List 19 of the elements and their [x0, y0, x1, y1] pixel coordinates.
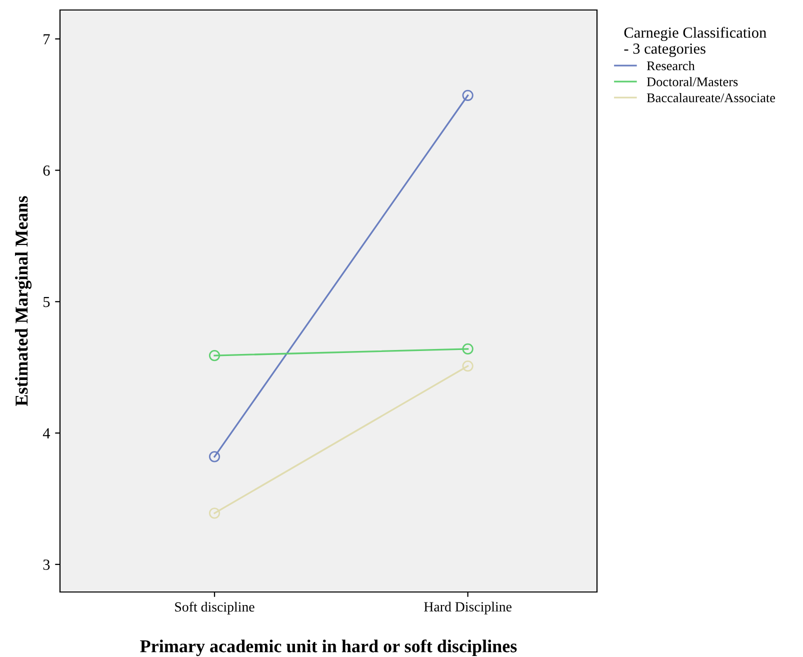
y-tick-label: 7 — [44, 34, 50, 44]
point — [462, 360, 474, 372]
legend-label: Baccalaureate/Associate — [646, 92, 776, 102]
x-tick-label: Soft discipline — [175, 602, 254, 614]
y-axis-title: Estimated Marginal Means — [15, 196, 32, 406]
y-tick-label: 6 — [43, 165, 50, 176]
legend-label: Research — [646, 60, 695, 70]
legend-title: Carnegie Classification - 3 categories — [624, 26, 766, 57]
y-tick-label: 3 — [43, 560, 50, 570]
point — [462, 343, 474, 355]
point — [208, 350, 220, 362]
legend-label: Doctoral/Masters — [646, 76, 738, 86]
x-tick-label: Hard Discipline — [424, 602, 512, 614]
point — [208, 451, 220, 462]
y-tick-label: 5 — [44, 296, 50, 308]
x-axis-title: Primary academic unit in hard or soft disciplines — [140, 639, 517, 656]
point — [208, 508, 220, 519]
point — [462, 90, 474, 101]
y-tick-label: 4 — [42, 428, 50, 438]
